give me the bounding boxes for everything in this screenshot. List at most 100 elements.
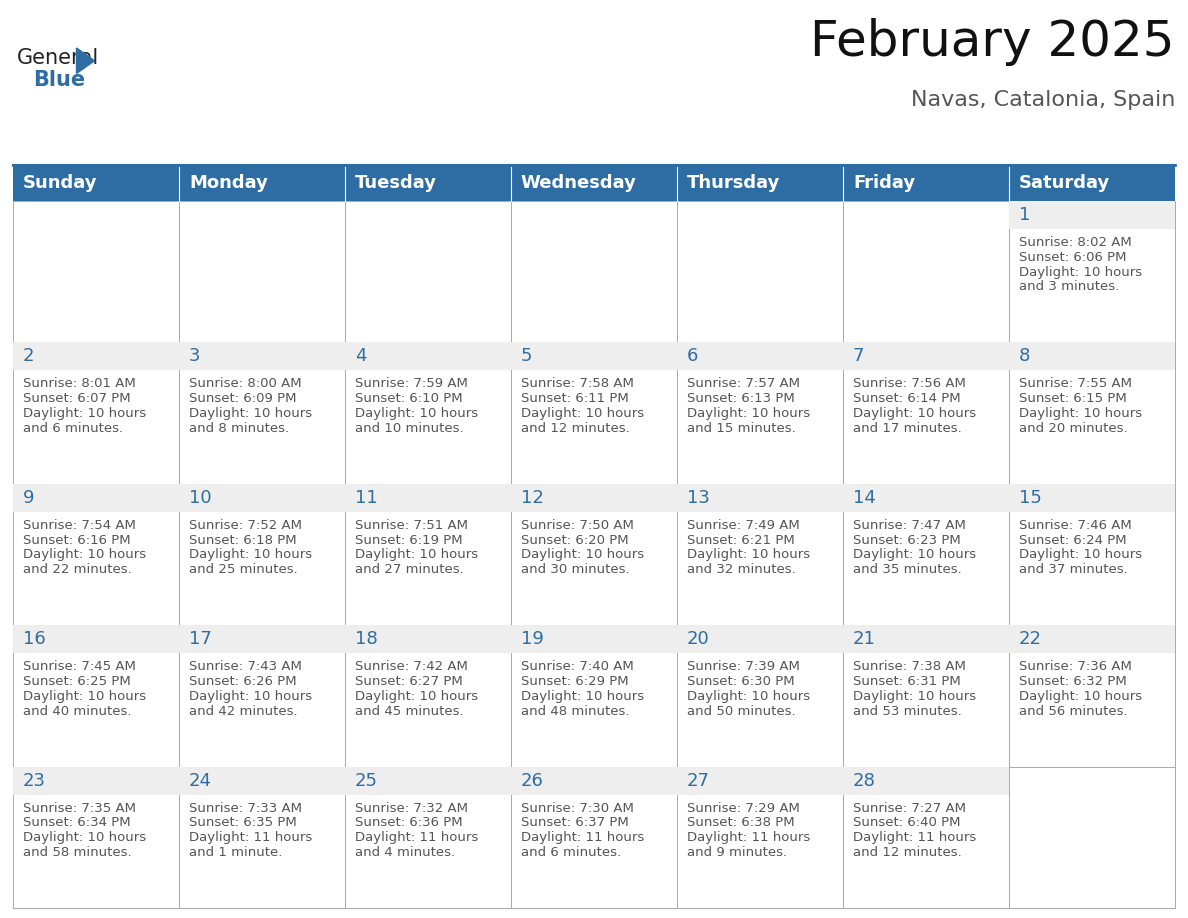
Bar (13, 342, 179, 484)
Text: Daylight: 10 hours: Daylight: 10 hours (522, 407, 644, 420)
Text: Navas, Catalonia, Spain: Navas, Catalonia, Spain (911, 90, 1175, 110)
Text: Daylight: 10 hours: Daylight: 10 hours (23, 548, 146, 562)
Text: Sunset: 6:32 PM: Sunset: 6:32 PM (1019, 675, 1126, 688)
Text: 23: 23 (23, 772, 46, 789)
Bar (1009, 625, 1175, 654)
Text: Sunrise: 7:54 AM: Sunrise: 7:54 AM (23, 519, 135, 532)
Bar (511, 625, 677, 767)
Text: Daylight: 11 hours: Daylight: 11 hours (355, 831, 479, 845)
Bar (677, 484, 843, 625)
Text: Daylight: 10 hours: Daylight: 10 hours (355, 548, 478, 562)
Text: Daylight: 10 hours: Daylight: 10 hours (687, 548, 810, 562)
Text: Daylight: 10 hours: Daylight: 10 hours (355, 407, 478, 420)
Bar (13, 625, 179, 654)
Text: Sunset: 6:10 PM: Sunset: 6:10 PM (355, 392, 462, 405)
Text: and 30 minutes.: and 30 minutes. (522, 564, 630, 577)
Text: Sunrise: 7:58 AM: Sunrise: 7:58 AM (522, 377, 634, 390)
Text: Daylight: 10 hours: Daylight: 10 hours (687, 407, 810, 420)
Text: Sunset: 6:35 PM: Sunset: 6:35 PM (189, 816, 297, 829)
Text: and 1 minute.: and 1 minute. (189, 846, 283, 859)
Text: Sunrise: 7:55 AM: Sunrise: 7:55 AM (1019, 377, 1132, 390)
Text: 6: 6 (687, 347, 699, 365)
Text: Sunrise: 7:29 AM: Sunrise: 7:29 AM (687, 801, 800, 814)
Text: and 4 minutes.: and 4 minutes. (355, 846, 455, 859)
Text: Sunset: 6:30 PM: Sunset: 6:30 PM (687, 675, 795, 688)
Text: 9: 9 (23, 488, 34, 507)
Text: Sunrise: 7:39 AM: Sunrise: 7:39 AM (687, 660, 800, 673)
Text: and 45 minutes.: and 45 minutes. (355, 705, 463, 718)
Text: Daylight: 10 hours: Daylight: 10 hours (23, 407, 146, 420)
Bar (13, 484, 179, 625)
Text: Sunset: 6:40 PM: Sunset: 6:40 PM (853, 816, 960, 829)
Text: and 27 minutes.: and 27 minutes. (355, 564, 463, 577)
Text: Daylight: 10 hours: Daylight: 10 hours (23, 831, 146, 845)
Text: Sunset: 6:26 PM: Sunset: 6:26 PM (189, 675, 297, 688)
Text: Sunrise: 7:35 AM: Sunrise: 7:35 AM (23, 801, 135, 814)
Bar (179, 201, 345, 342)
Text: 27: 27 (687, 772, 710, 789)
Polygon shape (76, 48, 95, 73)
Text: and 53 minutes.: and 53 minutes. (853, 705, 962, 718)
Text: Daylight: 10 hours: Daylight: 10 hours (23, 689, 146, 703)
Text: 11: 11 (355, 488, 378, 507)
Bar (345, 767, 511, 795)
Bar (179, 484, 345, 625)
Bar (1009, 625, 1175, 767)
Text: Sunrise: 7:36 AM: Sunrise: 7:36 AM (1019, 660, 1132, 673)
Text: Sunset: 6:25 PM: Sunset: 6:25 PM (23, 675, 131, 688)
Text: Sunset: 6:14 PM: Sunset: 6:14 PM (853, 392, 961, 405)
Text: 28: 28 (853, 772, 876, 789)
Text: Friday: Friday (853, 174, 915, 192)
Text: Saturday: Saturday (1019, 174, 1111, 192)
Bar (677, 484, 843, 512)
Bar (345, 342, 511, 484)
Bar (843, 484, 1009, 512)
Text: Sunrise: 8:00 AM: Sunrise: 8:00 AM (189, 377, 302, 390)
Text: Sunrise: 7:46 AM: Sunrise: 7:46 AM (1019, 519, 1132, 532)
Bar (843, 767, 1009, 795)
Text: 26: 26 (522, 772, 544, 789)
Bar (13, 342, 179, 370)
Text: Sunset: 6:38 PM: Sunset: 6:38 PM (687, 816, 795, 829)
Text: 8: 8 (1019, 347, 1030, 365)
Bar (13, 484, 179, 512)
Bar (677, 342, 843, 370)
Bar (511, 342, 677, 370)
Text: Sunset: 6:24 PM: Sunset: 6:24 PM (1019, 533, 1126, 546)
Text: and 56 minutes.: and 56 minutes. (1019, 705, 1127, 718)
Bar (511, 342, 677, 484)
Bar (13, 201, 179, 342)
Text: 24: 24 (189, 772, 211, 789)
Text: and 50 minutes.: and 50 minutes. (687, 705, 796, 718)
Bar (511, 767, 677, 908)
Text: 12: 12 (522, 488, 544, 507)
Bar (345, 767, 511, 908)
Text: Sunset: 6:18 PM: Sunset: 6:18 PM (189, 533, 297, 546)
Text: Sunset: 6:13 PM: Sunset: 6:13 PM (687, 392, 795, 405)
Text: 21: 21 (853, 630, 876, 648)
Text: 14: 14 (853, 488, 876, 507)
Text: 4: 4 (355, 347, 366, 365)
Bar (345, 201, 511, 342)
Text: Sunrise: 8:01 AM: Sunrise: 8:01 AM (23, 377, 135, 390)
Text: Daylight: 11 hours: Daylight: 11 hours (687, 831, 810, 845)
Bar (345, 625, 511, 767)
Bar (677, 201, 843, 342)
Bar (345, 342, 511, 370)
Text: 20: 20 (687, 630, 709, 648)
Text: 25: 25 (355, 772, 378, 789)
Text: 18: 18 (355, 630, 378, 648)
Text: Sunrise: 7:43 AM: Sunrise: 7:43 AM (189, 660, 302, 673)
Text: Sunset: 6:09 PM: Sunset: 6:09 PM (189, 392, 297, 405)
Bar (843, 201, 1009, 342)
Bar (179, 342, 345, 484)
Text: 5: 5 (522, 347, 532, 365)
Bar (179, 767, 345, 908)
Text: and 8 minutes.: and 8 minutes. (189, 421, 289, 435)
Text: Daylight: 11 hours: Daylight: 11 hours (522, 831, 644, 845)
Text: February 2025: February 2025 (810, 18, 1175, 66)
Text: and 35 minutes.: and 35 minutes. (853, 564, 962, 577)
Bar (345, 625, 511, 654)
Text: and 6 minutes.: and 6 minutes. (522, 846, 621, 859)
Text: General: General (17, 48, 100, 68)
